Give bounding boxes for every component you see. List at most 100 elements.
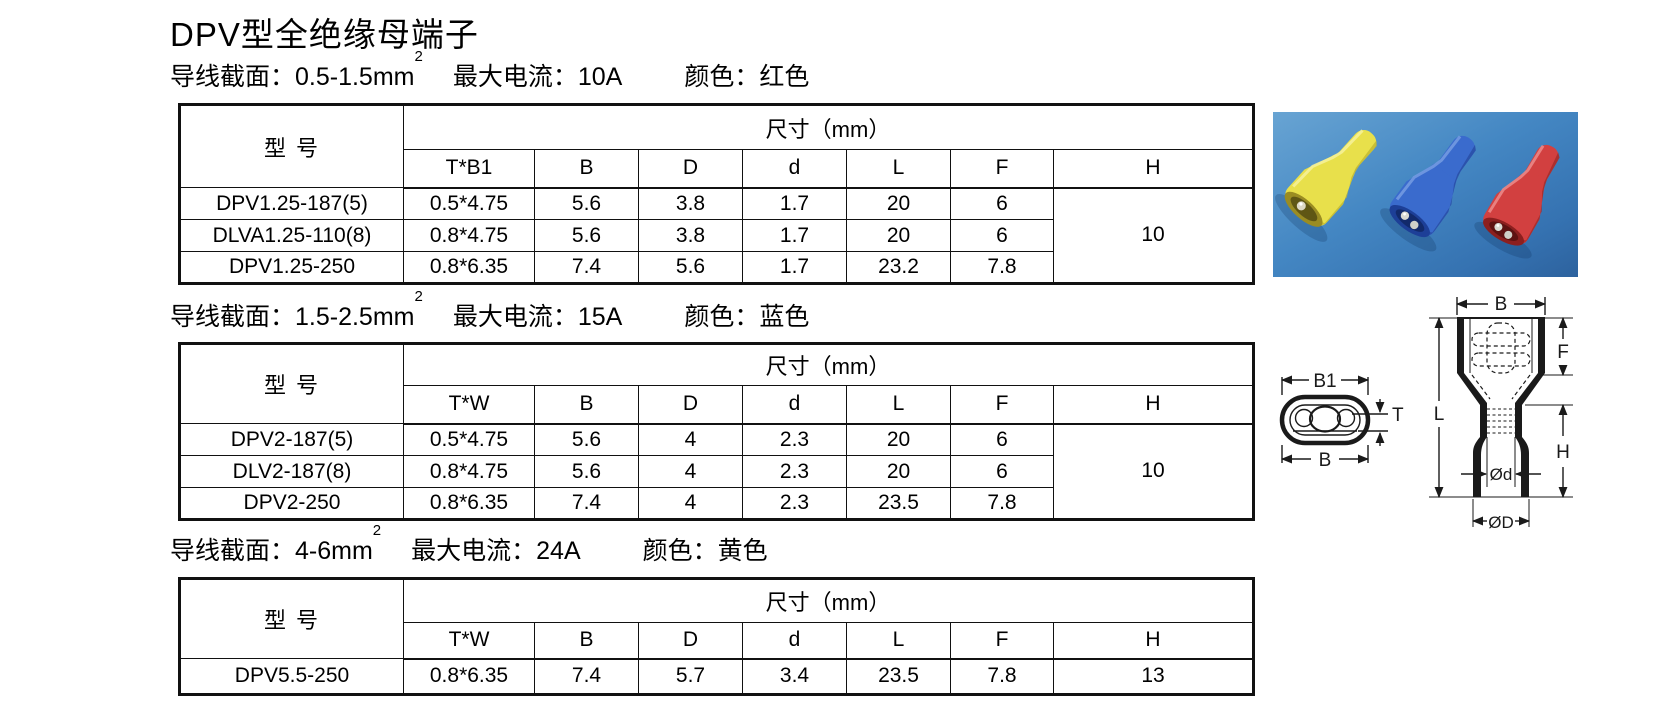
- value-cell: 0.8*6.35: [403, 658, 535, 695]
- h-merged-cell: 10: [1053, 423, 1254, 520]
- value-cell: 5.6: [534, 423, 639, 456]
- column-header: L: [846, 385, 951, 425]
- technical-drawing: B1 B T B L F H Ød ØD: [1225, 281, 1585, 541]
- max-current-spec: 最大电流：15A: [452, 303, 623, 331]
- column-header: B: [534, 622, 639, 660]
- model-column-header: 型 号: [179, 104, 404, 188]
- spec-line-1: 导线截面：0.5-1.5mm 2 最大电流：10A 颜色：红色: [170, 48, 810, 93]
- column-header: B: [534, 149, 639, 189]
- wire-section-spec: 导线截面：0.5-1.5mm: [170, 63, 415, 91]
- dim-label-h: H: [1556, 442, 1570, 463]
- column-header: F: [950, 385, 1054, 425]
- column-header: T*W: [403, 622, 535, 660]
- value-cell: 5.6: [638, 251, 743, 284]
- value-cell: 7.8: [950, 251, 1054, 284]
- cross-section-view: [1279, 375, 1388, 464]
- table-row: DPV2-187(5) 0.5*4.75 5.6 4 2.3 20 6 10: [179, 423, 1254, 520]
- table-row: DPV2-250 0.8*6.35 7.4 4 2.3 23.5 7.8: [179, 487, 1254, 520]
- column-header: d: [742, 622, 847, 660]
- value-cell: 0.8*4.75: [403, 455, 535, 488]
- value-cell: 4: [638, 487, 743, 520]
- value-cell: 6: [950, 423, 1054, 456]
- value-cell: 0.5*4.75: [403, 423, 535, 456]
- front-view: [1429, 297, 1573, 527]
- dimension-drawing: B1 B T B L F H Ød ØD: [1279, 294, 1573, 532]
- terminals-photo-illustration: [1273, 112, 1578, 277]
- superscript-2: 2: [414, 48, 423, 65]
- spec-line-3: 导线截面：4-6mm 2 最大电流：24A 颜色：黄色: [170, 522, 768, 567]
- color-spec: 颜色：蓝色: [684, 303, 810, 331]
- dim-label-d-small: Ød: [1490, 465, 1513, 484]
- column-header: D: [638, 385, 743, 425]
- value-cell: 23.5: [846, 658, 951, 695]
- value-cell: 20: [846, 219, 951, 252]
- value-cell: 7.8: [950, 658, 1054, 695]
- value-cell: 6: [950, 455, 1054, 488]
- page-title: DPV型全绝缘母端子: [170, 16, 479, 53]
- spec-table-1: 型 号 尺寸（mm） T*B1 B D d L F H DPV1.25-187(…: [178, 103, 1255, 285]
- dim-label-d-big: ØD: [1488, 513, 1514, 532]
- value-cell: 7.4: [534, 251, 639, 284]
- value-cell: 7.8: [950, 487, 1054, 520]
- dim-label-b1: B1: [1313, 371, 1336, 392]
- spec-table-3: 型 号 尺寸（mm） T*W B D d L F H DPV5.5-250 0.…: [178, 577, 1255, 696]
- dim-label-l: L: [1434, 404, 1445, 425]
- column-header: H: [1053, 149, 1254, 189]
- value-cell: 4: [638, 423, 743, 456]
- column-header: B: [534, 385, 639, 425]
- value-cell: 20: [846, 423, 951, 456]
- value-cell: 20: [846, 455, 951, 488]
- product-photo: [1273, 112, 1578, 277]
- value-cell: 3.4: [742, 658, 847, 695]
- value-cell: 23.5: [846, 487, 951, 520]
- column-header: F: [950, 622, 1054, 660]
- superscript-2: 2: [414, 288, 423, 305]
- value-cell: 20: [846, 187, 951, 220]
- value-cell: 4: [638, 455, 743, 488]
- dim-label-b-front: B: [1495, 294, 1508, 315]
- value-cell: 3.8: [638, 187, 743, 220]
- wire-section-spec: 导线截面：4-6mm: [170, 537, 373, 565]
- value-cell: 6: [950, 187, 1054, 220]
- value-cell: 3.8: [638, 219, 743, 252]
- model-cell: DLVA1.25-110(8): [179, 219, 404, 252]
- wire-section-spec: 导线截面：1.5-2.5mm: [170, 303, 415, 331]
- column-header: d: [742, 385, 847, 425]
- column-header: T*W: [403, 385, 535, 425]
- value-cell: 0.8*6.35: [403, 487, 535, 520]
- column-header: L: [846, 149, 951, 189]
- dimensions-header: 尺寸（mm）: [403, 104, 1254, 150]
- spec-line-2: 导线截面：1.5-2.5mm 2 最大电流：15A 颜色：蓝色: [170, 288, 810, 333]
- value-cell: 0.8*6.35: [403, 251, 535, 284]
- model-cell: DPV2-187(5): [179, 423, 404, 456]
- table-row: DPV5.5-250 0.8*6.35 7.4 5.7 3.4 23.5 7.8…: [179, 658, 1254, 695]
- column-header: L: [846, 622, 951, 660]
- model-cell: DPV1.25-250: [179, 251, 404, 284]
- column-header: T*B1: [403, 149, 535, 189]
- value-cell: 7.4: [534, 487, 639, 520]
- value-cell: 2.3: [742, 455, 847, 488]
- superscript-2: 2: [372, 522, 382, 539]
- column-header: H: [1053, 385, 1254, 425]
- model-cell: DPV1.25-187(5): [179, 187, 404, 220]
- value-cell: 5.6: [534, 187, 639, 220]
- table-row: DPV1.25-250 0.8*6.35 7.4 5.6 1.7 23.2 7.…: [179, 251, 1254, 284]
- value-cell: 5.6: [534, 455, 639, 488]
- h-merged-cell: 10: [1053, 187, 1254, 284]
- max-current-spec: 最大电流：24A: [411, 537, 581, 565]
- value-cell: 2.3: [742, 487, 847, 520]
- color-spec: 颜色：红色: [684, 63, 810, 91]
- value-cell: 1.7: [742, 251, 847, 284]
- table-row: DPV1.25-187(5) 0.5*4.75 5.6 3.8 1.7 20 6…: [179, 187, 1254, 284]
- model-cell: DPV5.5-250: [179, 658, 404, 695]
- column-header: d: [742, 149, 847, 189]
- value-cell: 7.4: [534, 658, 639, 695]
- model-column-header: 型 号: [179, 343, 404, 424]
- value-cell: 5.7: [638, 658, 743, 695]
- yellow-terminal: [1275, 129, 1377, 242]
- value-cell: 1.7: [742, 219, 847, 252]
- model-cell: DPV2-250: [179, 487, 404, 520]
- column-header: D: [638, 149, 743, 189]
- value-cell: 6: [950, 219, 1054, 252]
